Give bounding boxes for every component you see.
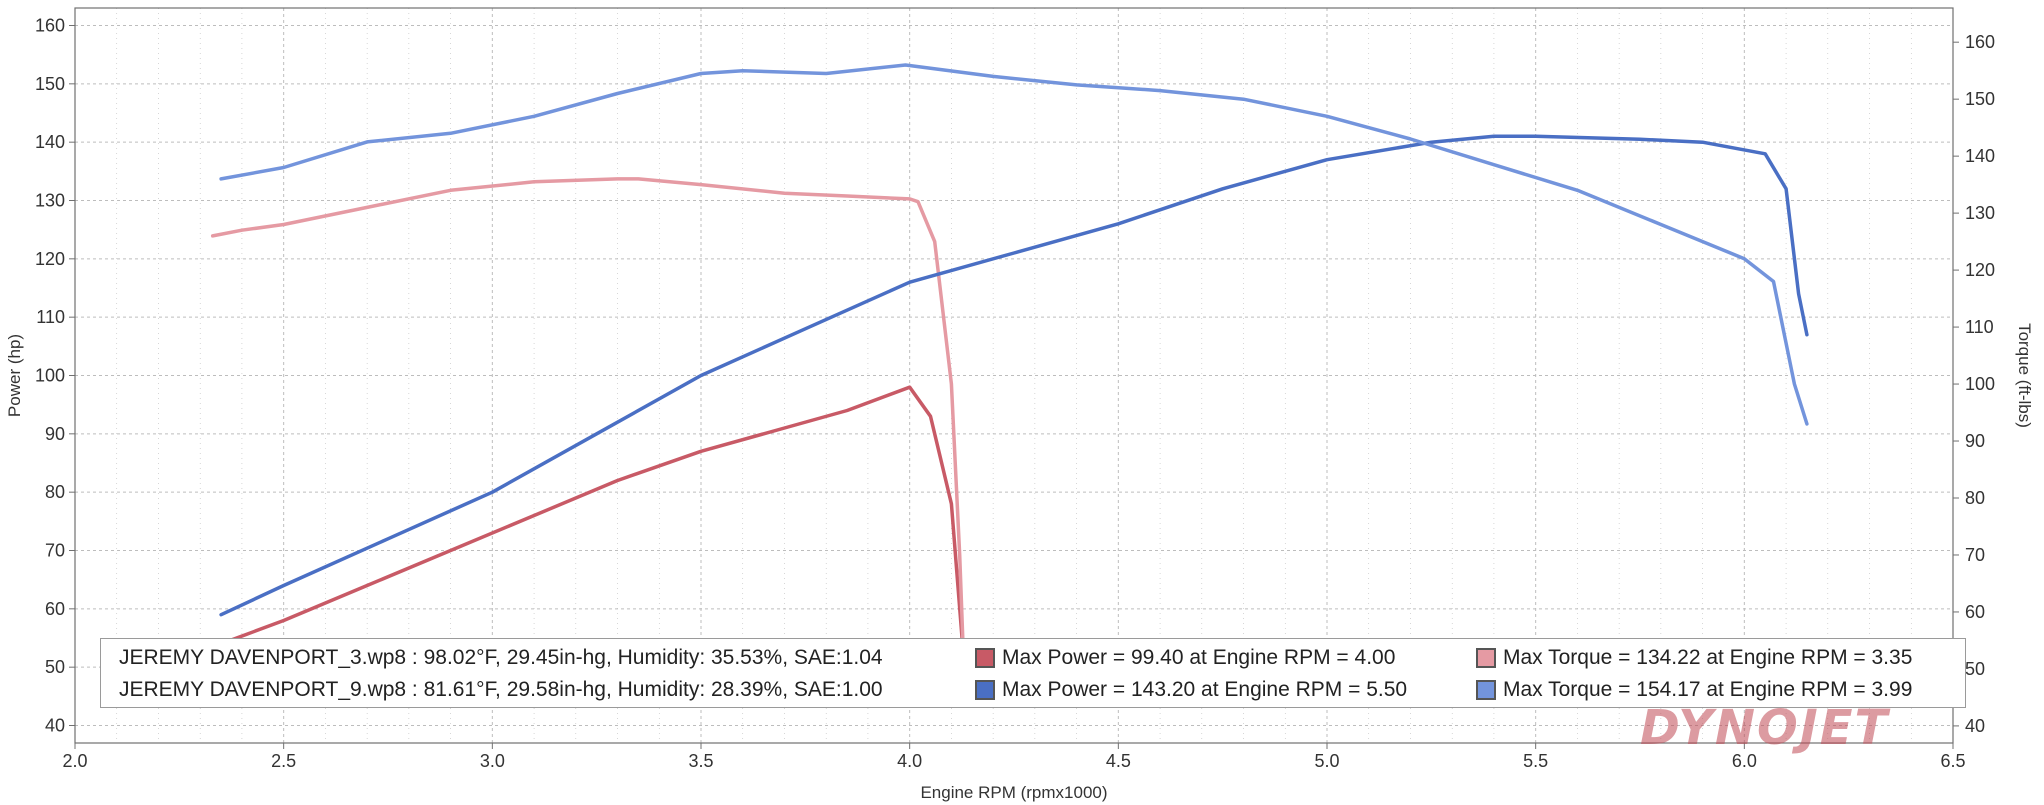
y-tick-label: 140 <box>35 132 65 152</box>
y-tick-label: 40 <box>45 716 65 736</box>
dynojet-logo: DYNOJET <box>1640 700 1890 756</box>
y2-tick-label: 110 <box>1965 317 1994 337</box>
x-tick-label: 6.5 <box>1940 751 1965 771</box>
x-tick-label: 5.5 <box>1523 751 1548 771</box>
x-tick-label: 3.0 <box>480 751 505 771</box>
y2-tick-label: 130 <box>1965 203 1995 223</box>
legend-run1-torque-swatch <box>1476 648 1496 668</box>
legend-run1-max-torque: Max Torque = 134.22 at Engine RPM = 3.35 <box>1503 646 1913 669</box>
y2-tick-label: 140 <box>1965 146 1995 166</box>
x-tick-label: 3.5 <box>688 751 713 771</box>
y-tick-label: 70 <box>45 541 65 561</box>
y-tick-labels: 40 50 60 70 80 90 100 110 120 130 140 150 160 <box>35 16 75 736</box>
y2-tick-label: 60 <box>1965 602 1985 622</box>
y-axis-title: Power (hp) <box>5 334 24 417</box>
y-tick-label: 60 <box>45 599 65 619</box>
y2-tick-label: 160 <box>1965 32 1995 52</box>
y2-tick-label: 100 <box>1965 374 1995 394</box>
x-tick-label: 5.0 <box>1314 751 1339 771</box>
y2-axis-title: Torque (ft-lbs) <box>2015 323 2034 428</box>
legend-row-run2: JEREMY DAVENPORT_9.wp8 : 81.61°F, 29.58i… <box>119 675 1959 705</box>
legend-run1-max-power: Max Power = 99.40 at Engine RPM = 4.00 <box>1002 646 1396 669</box>
y2-tick-label: 120 <box>1965 260 1995 280</box>
y2-tick-label: 70 <box>1965 545 1985 565</box>
run1-power-line <box>219 385 966 664</box>
legend: JEREMY DAVENPORT_3.wp8 : 98.02°F, 29.45i… <box>100 638 1966 708</box>
y-tick-label: 80 <box>45 482 65 502</box>
legend-run2-power-swatch <box>975 680 995 700</box>
x-tick-label: 2.0 <box>62 751 87 771</box>
x-tick-label: 6.0 <box>1732 751 1757 771</box>
grid-layer <box>74 8 1954 743</box>
y2-tick-label: 40 <box>1965 716 1985 736</box>
y-tick-label: 160 <box>35 16 65 36</box>
y2-tick-labels: 40 50 60 70 80 90 100 110 120 130 140 150 160 <box>1953 32 1995 736</box>
legend-run1-power-swatch <box>975 648 995 668</box>
legend-row-run1: JEREMY DAVENPORT_3.wp8 : 98.02°F, 29.45i… <box>119 643 1959 673</box>
x-tick-labels: 2.0 2.5 3.0 3.5 4.0 4.5 5.0 5.5 6.0 6.5 <box>62 743 1966 771</box>
legend-run2-label: JEREMY DAVENPORT_9.wp8 : 81.61°F, 29.58i… <box>119 678 883 701</box>
x-tick-label: 4.0 <box>897 751 922 771</box>
y-tick-label: 50 <box>45 657 65 677</box>
y-tick-label: 130 <box>35 191 65 211</box>
run2-torque-line <box>219 63 1809 426</box>
y-tick-label: 100 <box>35 366 65 386</box>
run1-torque-line <box>210 177 966 671</box>
x-axis-title: Engine RPM (rpmx1000) <box>920 783 1107 802</box>
y2-tick-label: 80 <box>1965 488 1985 508</box>
legend-run2-max-power: Max Power = 143.20 at Engine RPM = 5.50 <box>1002 678 1408 701</box>
y2-tick-label: 50 <box>1965 659 1985 679</box>
x-tick-label: 4.5 <box>1106 751 1131 771</box>
legend-run2-max-torque: Max Torque = 154.17 at Engine RPM = 3.99 <box>1503 678 1913 701</box>
y-tick-label: 110 <box>36 307 65 327</box>
run2-power-line <box>219 134 1809 617</box>
x-tick-label: 2.5 <box>271 751 296 771</box>
y2-tick-label: 90 <box>1965 431 1985 451</box>
y-tick-label: 150 <box>35 74 65 94</box>
series-layer <box>210 63 1809 671</box>
legend-run2-torque-swatch <box>1476 680 1496 700</box>
y-tick-label: 90 <box>45 424 65 444</box>
legend-run1-label: JEREMY DAVENPORT_3.wp8 : 98.02°F, 29.45i… <box>119 646 883 669</box>
y-tick-label: 120 <box>35 249 65 269</box>
y2-tick-label: 150 <box>1965 89 1995 109</box>
